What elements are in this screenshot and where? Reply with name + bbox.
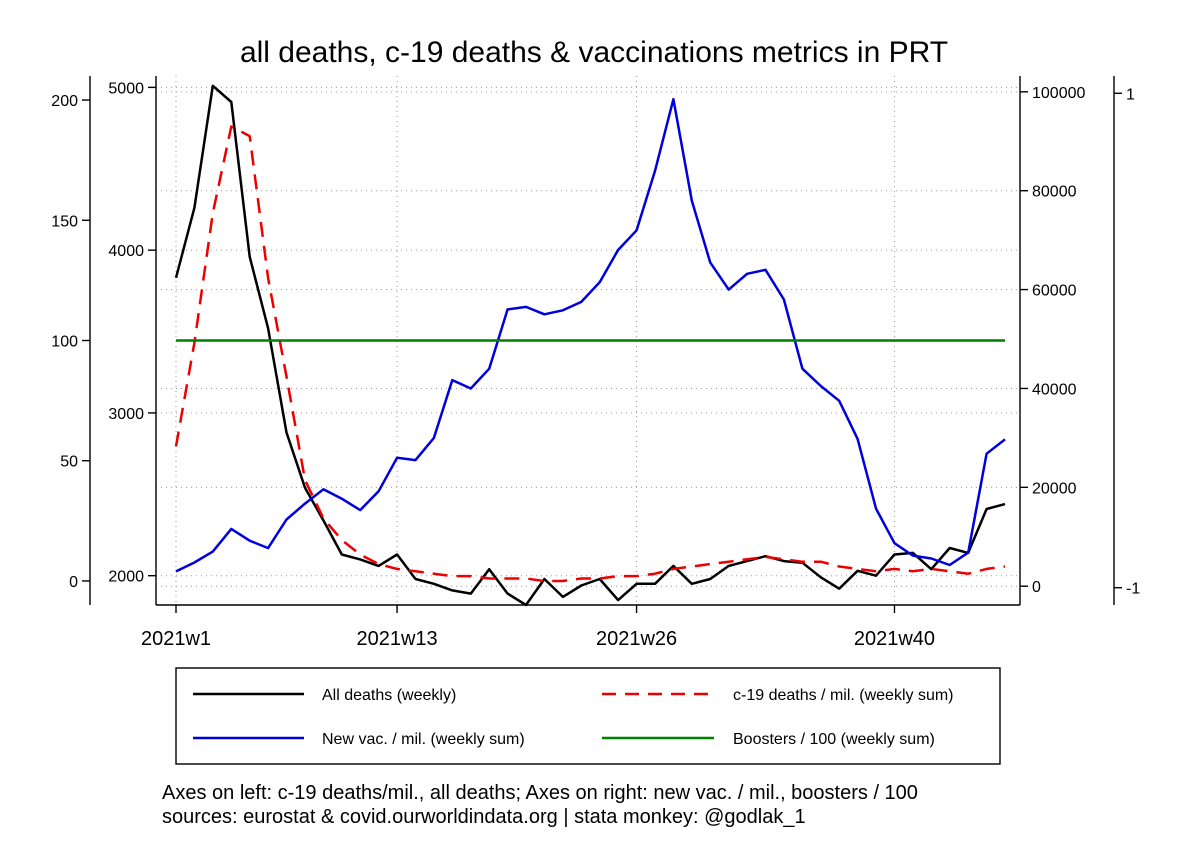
legend-box	[175, 667, 1001, 765]
legend-label-new-vac: New vac. / mil. (weekly sum)	[322, 731, 525, 748]
series-line-2	[174, 125, 1006, 583]
series-line-3	[175, 97, 1006, 573]
x-tick-label: 2021w1	[141, 628, 211, 650]
series-layer	[174, 84, 1006, 607]
x-tick-label: 2021w13	[356, 628, 437, 650]
y-tick-label-right-outer: -1	[1126, 581, 1140, 598]
x-tick-label: 2021w26	[596, 628, 677, 650]
legend-label-c19-deaths: c-19 deaths / mil. (weekly sum)	[733, 687, 954, 704]
axis-ticks: 2021w1 2021w13 2021w26 2021w40 0 50 100 150 200 2…	[51, 80, 1140, 650]
y-tick-label-right-inner: 60000	[1032, 283, 1077, 300]
gridlines	[156, 76, 1020, 605]
y-tick-label-left-outer: 100	[51, 334, 78, 351]
y-tick-label-right-outer: 1	[1126, 86, 1135, 103]
y-tick-label-right-inner: 0	[1032, 579, 1041, 596]
y-tick-label-right-inner: 80000	[1032, 184, 1077, 201]
axes-note: Axes on left: c-19 deaths/mil., all deat…	[162, 782, 918, 804]
x-tick-label: 2021w40	[854, 628, 935, 650]
legend-label-boosters: Boosters / 100 (weekly sum)	[733, 731, 935, 748]
y-tick-label-right-inner: 100000	[1032, 85, 1085, 102]
y-tick-label-left-outer: 50	[60, 454, 78, 471]
y-tick-label-left-outer: 0	[69, 574, 78, 591]
y-tick-label-left-inner: 2000	[108, 569, 144, 586]
sources-note: sources: eurostat & covid.ourworldindata…	[162, 806, 806, 828]
series-line-1	[174, 84, 1006, 607]
y-tick-label-left-inner: 4000	[108, 243, 144, 260]
y-tick-label-right-inner: 20000	[1032, 480, 1077, 497]
chart-title: all deaths, c-19 deaths & vaccinations m…	[240, 36, 948, 69]
y-tick-label-left-inner: 5000	[108, 80, 144, 97]
y-tick-label-left-outer: 150	[51, 213, 78, 230]
legend-label-all-deaths: All deaths (weekly)	[322, 687, 456, 704]
y-tick-label-left-outer: 200	[51, 93, 78, 110]
y-tick-label-right-inner: 40000	[1032, 381, 1077, 398]
y-tick-label-left-inner: 3000	[108, 406, 144, 423]
